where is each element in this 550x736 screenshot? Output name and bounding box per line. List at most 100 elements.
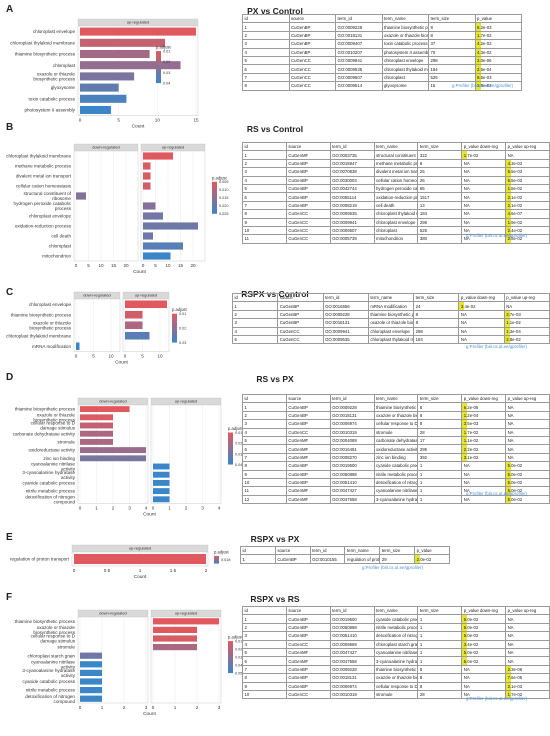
table-cell: NA [461, 183, 507, 194]
bar-chart: chloroplast thylakoid membrane methane me… [6, 143, 229, 275]
legend-title: p.adjust [228, 426, 242, 431]
gprofiler-credit: g:Profiler (biit.cs.ut.ee/gprofiler) [466, 696, 528, 701]
table-cell: 5.0e-02 [461, 656, 507, 666]
table-cell: NA [461, 664, 507, 675]
bar [76, 342, 80, 351]
tick-label: 3 [145, 705, 148, 710]
table-row: 4 CuGenBP GO:0010207 photosystem II assembl… [242, 47, 522, 57]
table-cell: 2.8e-02 [503, 334, 550, 345]
table-header-row: id source term_id term_name term_size p_value… [242, 605, 550, 616]
table-cell: GO:0030003 [329, 175, 375, 185]
category-label: oxidoreductase activity [29, 448, 76, 453]
table-cell: 1 [417, 614, 463, 624]
table-cell: 1.7e-02 [505, 689, 550, 700]
column-header: p_value down-reg [461, 393, 507, 404]
table-cell: 295 [417, 444, 463, 454]
facet-down-regulated: down-regulated 0 1 2 3 4 [77, 397, 149, 510]
table-cell: 2 [231, 309, 279, 320]
facet-strip [122, 291, 170, 299]
table-cell: 3.7e-03 [503, 309, 550, 320]
facet-strip [73, 291, 121, 299]
table-cell: 1 [242, 614, 287, 624]
category-label: regulation of proton transport [10, 557, 70, 562]
table-cell: nitrile metabolic process [373, 622, 419, 633]
category-label: photosystem II assembly [24, 108, 75, 113]
table-cell: 9.5e-03 [474, 72, 522, 83]
table-cell: 5.0e-02 [461, 614, 507, 624]
table-cell: 2.0e-06 [474, 55, 522, 66]
legend-title: p.adjust [228, 635, 242, 640]
table-cell: GO:0055114 [329, 192, 375, 202]
column-header: p_value down-reg [458, 292, 505, 303]
table-cell: 1.8e-02 [505, 183, 550, 194]
panel-label: C [6, 287, 14, 298]
facet-down-regulated: down-regulated 0 1 2 3 [77, 609, 149, 710]
bar [143, 152, 173, 160]
table-cell: CuGenCC [285, 639, 331, 649]
facet-label: down-regulated [83, 292, 111, 297]
gprofiler-table: id source term_id term_name term_size p_value… [242, 141, 550, 244]
table-cell: chloroplast envelope [381, 55, 429, 66]
table-cell: CuGenBP [285, 158, 331, 169]
column-header: term_size [417, 393, 463, 404]
gprofiler-credit: g:Profiler (biit.cs.ut.ee/gprofiler) [466, 233, 528, 238]
bar [143, 252, 171, 260]
tick-label: 0 [152, 505, 155, 510]
bar [80, 661, 102, 668]
column-header: source [285, 393, 331, 404]
table-cell: GO:0009228 [322, 309, 369, 320]
table-cell: 1 [242, 22, 290, 32]
table-cell: NA [461, 167, 507, 177]
legend-tick-label: 0.01 [179, 312, 186, 316]
table-cell: 8 [428, 30, 476, 41]
table-cell: GO:0047558 [329, 494, 375, 505]
tick-label: 20 [190, 263, 196, 268]
plot-area [73, 298, 121, 352]
table-cell: nitrile metabolic process [373, 469, 419, 479]
tick-label: 2 [196, 705, 199, 710]
legend-colorbar [212, 181, 217, 214]
tick-label: 10 [165, 263, 171, 268]
gprofiler-credit: g:Profiler (biit.cs.ut.ee/gprofiler) [466, 344, 528, 349]
column-header: source [277, 292, 324, 303]
table-cell: 24 [413, 301, 460, 311]
category-label: cyanoalanine nitrilase activity [31, 659, 76, 669]
table-cell: 8 [428, 22, 476, 32]
facet-strip [150, 609, 222, 617]
category-label: 3-cyanoalanine hydratase activity [22, 470, 75, 480]
category-label: chloroplast thylakoid membrane [6, 154, 71, 159]
category-label: carbonate dehydratase activity [13, 431, 76, 436]
table-cell: NA [505, 656, 550, 666]
table-cell: 5 [242, 435, 287, 446]
facet-up-regulated: up-regulated 0 0.5 1 1.5 2 [71, 544, 209, 573]
legend-colorbar [156, 51, 161, 84]
column-header: p_value down-reg [461, 605, 507, 616]
table-header-row: id source term_id term_name term_size p_value… [242, 393, 550, 404]
tick-label: 10 [157, 354, 163, 359]
category-label: mitochondrion [42, 254, 71, 259]
table-cell: 10 [242, 225, 287, 236]
table-cell: 65 [417, 183, 463, 194]
table-cell: chloroplast [381, 72, 429, 83]
x-axis-label: Count [133, 269, 146, 275]
panel-d: D RS vs PX thiamine biosynthetic process… [0, 368, 550, 528]
category-label: cell death [51, 234, 71, 239]
bar [80, 669, 102, 676]
table-cell: CuGenMF [285, 435, 331, 446]
table-cell: CuGenMF [285, 150, 331, 160]
table-cell: 9 [242, 681, 287, 691]
table-cell: GO:0005739 [329, 234, 375, 244]
table-row: 7 CuGenBP GO:0008219 cell death 13 NA 2.1e-02 [242, 200, 550, 211]
table-cell: CuGenMF [285, 647, 331, 658]
panel-label: F [6, 592, 13, 603]
bar-chart: chloroplast envelope thiamine biosyntheti… [6, 291, 188, 366]
table-cell: 5.0e-02 [461, 622, 507, 633]
table-cell: zinc ion binding [373, 452, 419, 463]
table-row: 6 CuGenBP GO:0055114 oxidation-reduction pr… [242, 192, 550, 202]
column-header: p_value up-reg [505, 605, 550, 616]
